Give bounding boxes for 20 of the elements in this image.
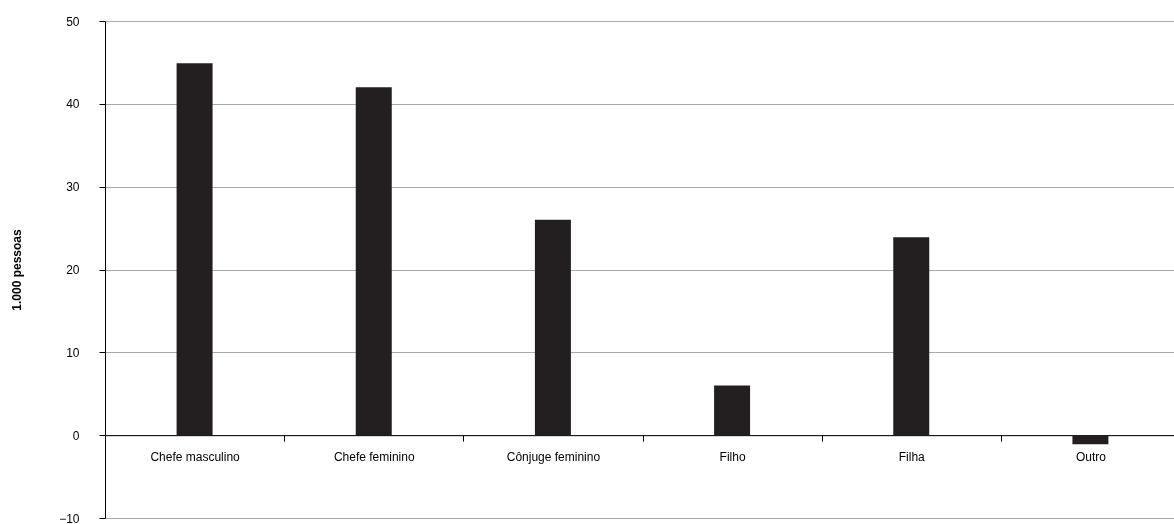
bar [534, 219, 571, 436]
y-tick-label: 50 [66, 14, 80, 29]
y-tick-label: 20 [66, 263, 80, 277]
y-tick-label: 40 [66, 97, 80, 112]
y-tick-label: 0 [72, 428, 80, 443]
y-tick-label: 10 [66, 345, 80, 360]
x-tick-label: Chefe masculino [150, 449, 241, 464]
bar [1072, 435, 1109, 445]
x-tick-label: Chefe feminino [333, 449, 415, 464]
x-tick-label: Filho [719, 449, 746, 464]
x-tick-label: Filha [898, 449, 926, 464]
bar [714, 385, 751, 436]
bar [176, 63, 213, 436]
y-tick-label: −10 [59, 511, 80, 524]
x-tick-label: Cônjuge feminino [506, 449, 601, 464]
x-tick-label: Outro [1075, 449, 1107, 464]
y-axis-title: 1.000 pessoas [10, 228, 25, 311]
bar [893, 237, 930, 436]
bar [355, 87, 392, 436]
y-tick-label: 30 [66, 180, 80, 195]
